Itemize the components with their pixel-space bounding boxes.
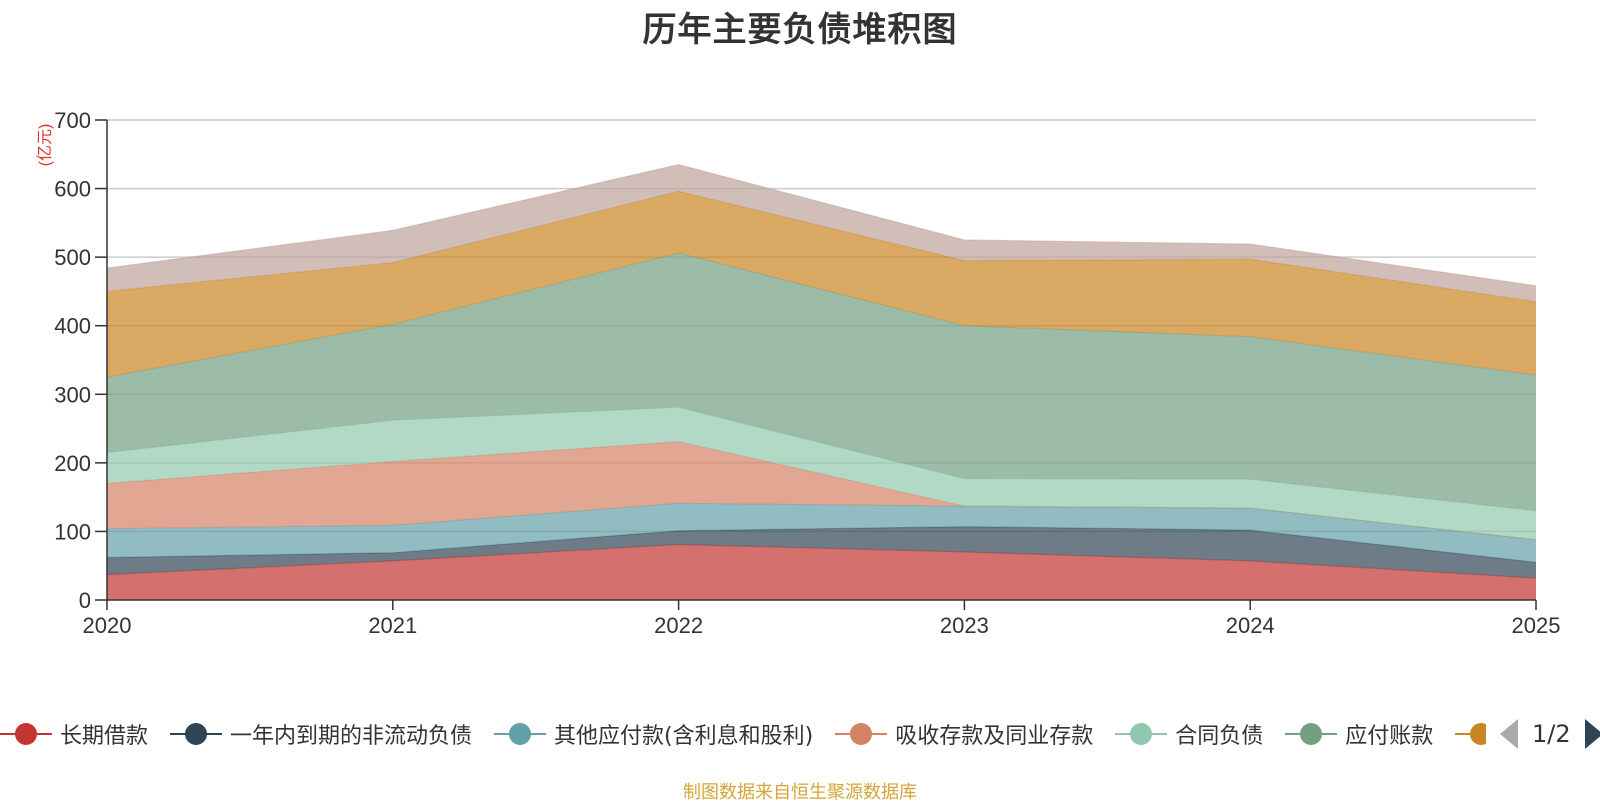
y-tick-label: 200 [54,451,91,476]
axes: 0 100 200 300 400 500 600 700 2020 2021 2022 2023 20… [54,108,1560,638]
legend-marker-icon [1285,714,1338,754]
legend-label: 应付账款 [1345,724,1434,749]
y-axis-unit-label: (亿元) [36,124,54,167]
legend-prev-page-icon[interactable] [1500,719,1518,749]
legend-marker-icon [0,714,52,754]
legend-label: 其他应付款(含利息和股利) [554,724,814,749]
y-tick-label: 700 [54,108,91,133]
legend-marker-dot [850,723,873,745]
legend-label: 吸收存款及同业存款 [895,724,1094,749]
area-series-3[interactable] [107,441,1536,540]
area-series [106,163,1537,601]
legend-track: 长期借款 一年内到期的非流动负债 其他应付款(含利息和股利) 吸收存款及同业存款 合同负… [0,714,1486,754]
legend-item[interactable]: 合同负债 [1115,714,1263,754]
area-series-4[interactable] [107,407,1536,540]
legend-item[interactable]: 其他应付款(含利息和股利) [494,714,813,754]
x-tick-label: 2024 [1226,613,1275,638]
y-tick-label: 600 [54,177,91,202]
legend-next-page-icon[interactable] [1584,719,1600,749]
legend-marker-icon [170,714,223,754]
legend-item[interactable]: 一年内到期的非流动负债 [170,714,472,754]
legend-marker-icon [1115,714,1168,754]
legend-marker-dot [509,723,532,745]
legend-marker-dot [185,723,208,745]
y-tick-label: 100 [54,519,91,544]
data-source-note: 制图数据来自恒生聚源数据库 [683,782,917,803]
legend: 长期借款 一年内到期的非流动负债 其他应付款(含利息和股利) 吸收存款及同业存款 合同负… [0,714,1600,754]
x-tick-label: 2022 [654,613,703,638]
legend-label: 长期借款 [60,724,149,749]
legend-marker-icon [1455,714,1486,754]
legend-marker-icon [494,714,547,754]
y-tick-label: 0 [79,588,91,613]
area-series-0[interactable] [107,544,1536,601]
legend-item[interactable]: 吸收存款及同业存款 [835,714,1093,754]
area-series-6[interactable] [107,191,1536,378]
area-series-2[interactable] [107,503,1536,563]
legend-page-indicator: 1/2 [1532,720,1571,748]
y-tick-label: 400 [54,314,91,339]
chart-title: 历年主要负债堆积图 [642,10,958,50]
area-series-1[interactable] [107,526,1536,579]
x-tick-label: 2023 [940,613,989,638]
legend-label: 合同负债 [1175,724,1264,749]
legend-marker-dot [1300,723,1323,745]
stacked-area-chart: 0 100 200 300 400 500 600 700 2020 2021 2022 2023 20… [36,108,1560,638]
legend-pager: 1/2 [1500,714,1600,754]
legend-item[interactable]: 长期借款 [0,714,148,754]
x-tick-label: 2021 [368,613,417,638]
x-tick-label: 2020 [83,613,132,638]
legend-marker-icon [835,714,888,754]
area-edge-7 [106,163,1537,287]
y-tick-label: 500 [54,245,91,270]
y-tick-label: 300 [54,382,91,407]
legend-label: 一年内到期的非流动负债 [230,724,473,749]
legend-item[interactable]: 应付债券 [1455,714,1486,754]
legend-marker-dot [1470,723,1486,745]
legend-viewport: 长期借款 一年内到期的非流动负债 其他应付款(含利息和股利) 吸收存款及同业存款 合同负… [0,714,1486,754]
legend-marker-dot [15,723,37,745]
legend-item[interactable]: 应付账款 [1285,714,1433,754]
area-series-7[interactable] [107,164,1536,302]
legend-marker-dot [1130,723,1153,745]
area-series-5[interactable] [107,253,1536,511]
x-tick-label: 2025 [1512,613,1561,638]
